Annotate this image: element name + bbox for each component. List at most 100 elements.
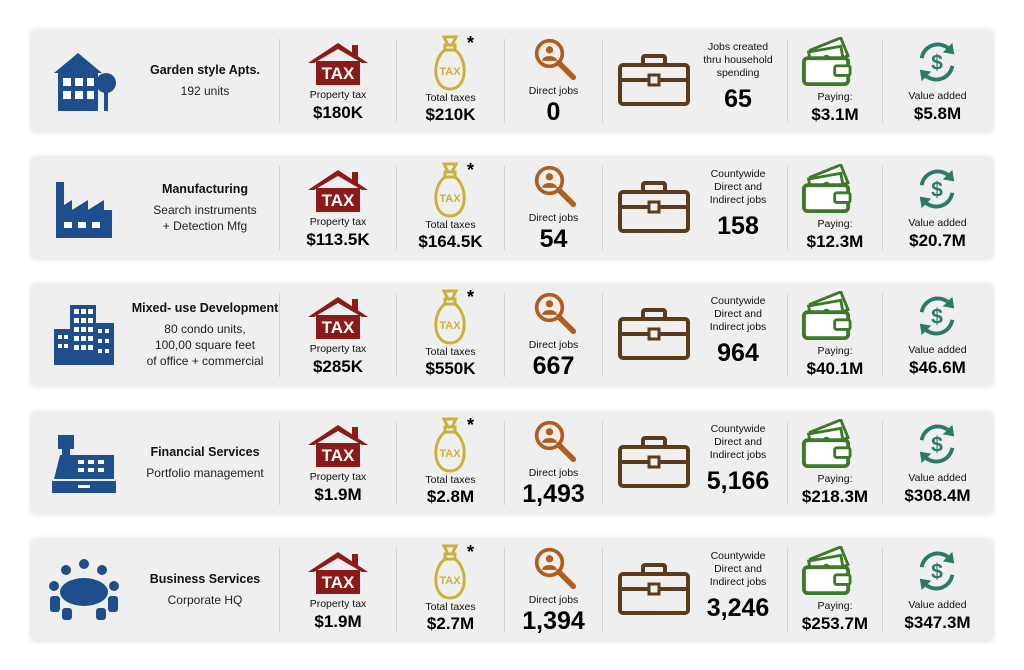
value-added-value: $308.4M: [904, 486, 971, 505]
divider: [279, 39, 280, 123]
property-tax-cell: TAX Property tax $180K: [280, 31, 396, 131]
divider: [396, 421, 397, 505]
countywide-jobs-cell: Jobs created thru household spending 65: [603, 31, 787, 131]
svg-text:TAX: TAX: [322, 64, 355, 83]
paying-value: $253.7M: [801, 614, 869, 633]
job-search-icon: [533, 164, 577, 213]
direct-jobs-value: 667: [532, 352, 575, 380]
total-taxes-label: Total taxes: [425, 601, 476, 613]
paying-value: $218.3M: [801, 487, 869, 506]
paying-label: Paying:: [817, 91, 853, 103]
value-added-value: $20.7M: [909, 231, 966, 250]
asterisk: *: [467, 33, 475, 53]
direct-jobs-value: 1,394: [522, 607, 585, 635]
paying-value: $3.1M: [811, 105, 859, 124]
divider: [882, 421, 883, 505]
money-bag-icon: TAX: [430, 162, 470, 223]
countywide-jobs-cell: Countywide Direct and Indirect jobs 964: [603, 285, 787, 385]
total-taxes-value: $2.8M: [426, 487, 475, 506]
property-tax-label: Property tax: [309, 598, 367, 610]
asterisk: *: [467, 160, 475, 180]
property-tax-cell: TAX Property tax $1.9M: [280, 413, 396, 513]
asterisk: *: [467, 287, 475, 307]
countywide-jobs-value: 5,166: [706, 467, 770, 495]
briefcase-icon: [617, 435, 691, 494]
total-taxes-value: $2.7M: [426, 614, 475, 633]
countywide-jobs-cell: Countywide Direct and Indirect jobs 158: [603, 158, 787, 258]
development-title: Manufacturing: [161, 182, 249, 196]
countywide-jobs-value: 65: [724, 85, 752, 113]
dollar-cycle-icon: $: [914, 421, 960, 472]
development-description: Corporate HQ: [167, 593, 243, 607]
countywide-jobs-label: Jobs created thru household spending: [703, 41, 773, 79]
direct-jobs-label: Direct jobs: [528, 339, 579, 351]
value-added-cell: $ Value added $5.8M: [883, 31, 992, 131]
divider: [504, 166, 505, 250]
direct-jobs-cell: Direct jobs 667: [505, 285, 602, 385]
tax-house-icon: TAX: [306, 295, 370, 346]
wallet-icon: [800, 417, 854, 474]
property-tax-value: $1.9M: [314, 485, 362, 504]
value-added-cell: $ Value added $308.4M: [883, 413, 992, 513]
apartment-icon: [48, 45, 120, 117]
svg-text:$: $: [931, 306, 943, 329]
divider: [602, 166, 603, 250]
development-title: Business Services: [149, 572, 261, 586]
divider: [787, 166, 788, 250]
total-taxes-value: $164.5K: [418, 232, 483, 251]
paying-cell: Paying: $218.3M: [788, 413, 882, 513]
value-added-value: $5.8M: [913, 104, 962, 123]
development-description: 192 units: [180, 84, 230, 98]
property-tax-cell: TAX Property tax $1.9M: [280, 540, 396, 640]
money-bag-icon: TAX: [430, 544, 470, 605]
divider: [396, 293, 397, 377]
svg-text:$: $: [931, 561, 943, 584]
divider: [882, 39, 883, 123]
direct-jobs-cell: Direct jobs 1,493: [505, 413, 602, 513]
countywide-jobs-label: Countywide Direct and Indirect jobs: [709, 550, 767, 588]
divider: [396, 548, 397, 632]
value-added-value: $46.6M: [909, 358, 966, 377]
total-taxes-label: Total taxes: [425, 474, 476, 486]
development-description: Portfolio management: [146, 466, 264, 480]
countywide-jobs-value: 158: [717, 212, 759, 240]
divider: [602, 421, 603, 505]
total-taxes-cell: TAX * Total taxes $210K: [397, 31, 504, 131]
total-taxes-label: Total taxes: [425, 92, 476, 104]
tax-house-icon: TAX: [306, 168, 370, 219]
briefcase-icon: [617, 53, 691, 112]
impact-row: Garden style Apts. 192 units TAX Property…: [32, 31, 992, 131]
property-tax-label: Property tax: [309, 471, 367, 483]
divider: [504, 293, 505, 377]
divider: [882, 548, 883, 632]
direct-jobs-label: Direct jobs: [528, 212, 579, 224]
total-taxes-value: $550K: [425, 359, 476, 378]
money-bag-icon: TAX: [430, 35, 470, 96]
development-description: Search instruments + Detection Mfg: [153, 203, 257, 233]
svg-text:TAX: TAX: [322, 573, 355, 592]
development-description: 80 condo units, 100,00 square feet of of…: [146, 322, 264, 368]
impact-row: Manufacturing Search instruments + Detect…: [32, 158, 992, 258]
direct-jobs-label: Direct jobs: [528, 467, 579, 479]
svg-text:TAX: TAX: [439, 66, 461, 78]
tax-house-icon: TAX: [306, 550, 370, 601]
asterisk: *: [467, 415, 475, 435]
value-added-label: Value added: [908, 599, 967, 611]
paying-cell: Paying: $253.7M: [788, 540, 882, 640]
briefcase-icon: [617, 562, 691, 621]
conference-table-icon: [48, 554, 120, 626]
divider: [279, 548, 280, 632]
paying-cell: Paying: $3.1M: [788, 31, 882, 131]
direct-jobs-value: 54: [539, 225, 568, 253]
paying-label: Paying:: [817, 473, 853, 485]
job-search-icon: [533, 419, 577, 468]
impact-row: Financial Services Portfolio management T…: [32, 413, 992, 513]
countywide-jobs-cell: Countywide Direct and Indirect jobs 3,246: [603, 540, 787, 640]
countywide-jobs-label: Countywide Direct and Indirect jobs: [709, 295, 767, 333]
job-search-icon: [533, 546, 577, 595]
svg-text:TAX: TAX: [439, 448, 461, 460]
dollar-cycle-icon: $: [914, 293, 960, 344]
total-taxes-cell: TAX * Total taxes $550K: [397, 285, 504, 385]
svg-text:TAX: TAX: [439, 575, 461, 587]
impact-row: Mixed- use Development 80 condo units, 10…: [32, 285, 992, 385]
